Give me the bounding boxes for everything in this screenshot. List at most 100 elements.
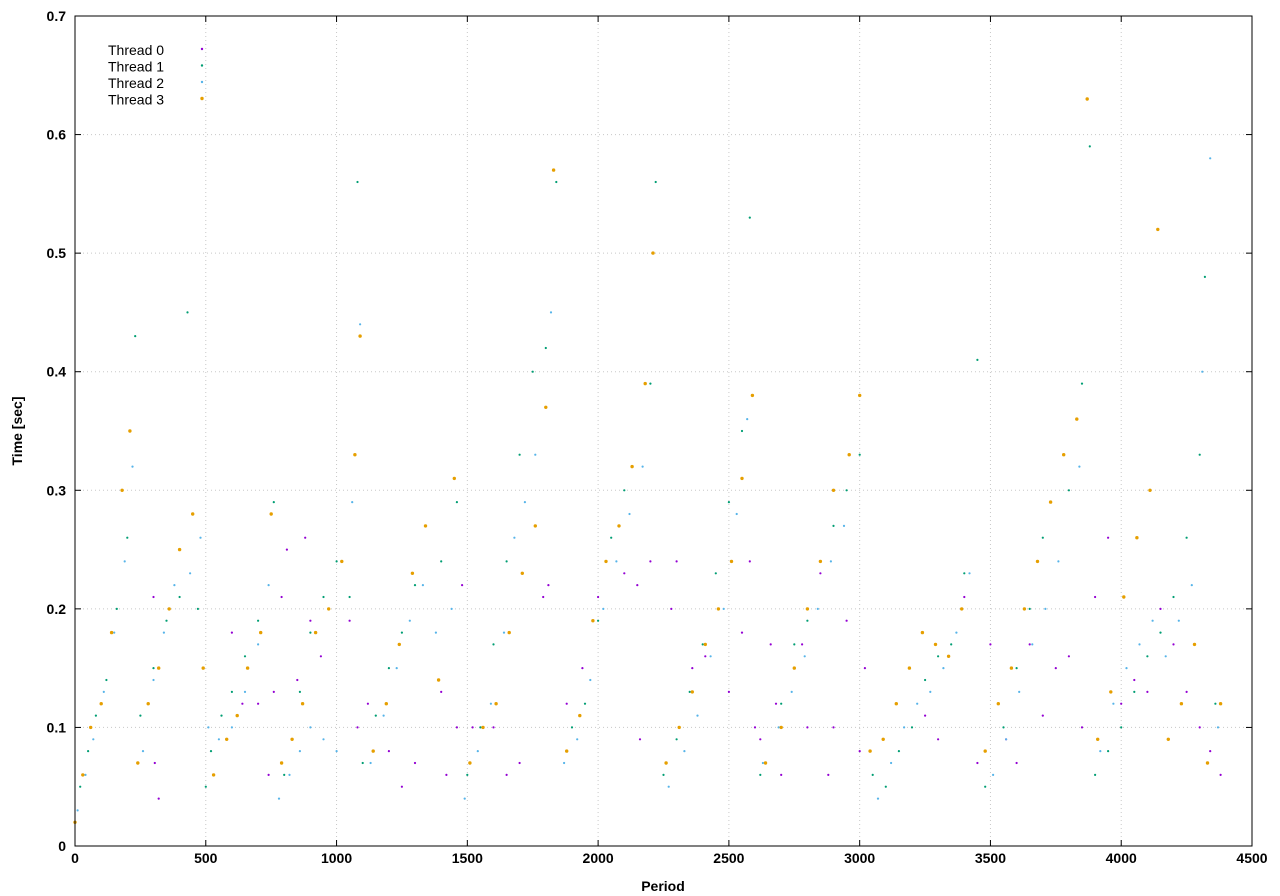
point-thread-2 [162,631,165,634]
point-thread-1 [272,501,275,504]
point-thread-2 [369,761,372,765]
point-thread-2 [746,418,749,421]
point-thread-1 [531,370,534,373]
point-thread-1 [937,655,940,658]
point-thread-3 [1205,761,1210,765]
point-thread-1 [688,690,691,694]
point-thread-3 [279,761,284,765]
point-thread-2 [84,773,87,777]
point-thread-3 [81,773,85,777]
point-thread-2 [230,726,233,729]
point-thread-2 [735,512,738,516]
point-thread-1 [1028,607,1031,611]
point-thread-0 [924,714,927,717]
point-thread-0 [319,655,322,658]
point-thread-3 [1085,97,1089,101]
point-thread-3 [881,737,885,741]
point-thread-0 [1219,773,1222,777]
point-thread-3 [1218,702,1223,706]
point-thread-2 [131,465,134,468]
point-thread-1 [505,560,508,563]
point-thread-2 [992,773,995,777]
point-thread-3 [750,393,755,398]
point-thread-0 [623,572,626,575]
point-thread-3 [1096,737,1100,741]
y-axis-title: Time [sec] [9,397,25,466]
point-thread-2 [298,750,301,753]
point-thread-1 [897,750,901,753]
point-thread-2 [513,536,516,539]
point-thread-2 [1138,643,1141,646]
point-thread-2 [476,750,479,753]
point-thread-1 [139,714,142,717]
point-thread-3 [520,571,524,575]
point-thread-2 [929,690,932,694]
point-thread-0 [649,560,652,563]
point-thread-2 [257,643,260,646]
point-thread-1 [87,750,90,753]
point-thread-0 [565,702,568,705]
point-thread-3 [1166,737,1171,741]
point-thread-2 [351,501,354,504]
point-thread-1 [126,536,129,539]
point-thread-3 [604,559,608,564]
point-thread-2 [335,750,338,753]
point-thread-3 [177,547,182,552]
point-thread-1 [984,785,987,788]
point-thread-1 [924,678,927,682]
point-thread-1 [845,489,848,492]
point-thread-1 [186,311,189,314]
point-thread-0 [1054,667,1057,670]
point-thread-2 [1201,370,1204,373]
point-thread-2 [1190,584,1193,587]
point-thread-2 [359,323,362,326]
point-thread-1 [518,453,521,456]
point-thread-1 [440,560,443,563]
point-thread-0 [675,560,678,563]
point-thread-2 [1125,667,1128,670]
legend-marker [200,47,204,51]
point-thread-2 [450,607,453,611]
point-thread-1 [759,773,762,777]
legend-marker [200,96,204,101]
point-thread-0 [309,619,312,622]
y-tick-label: 0.1 [47,719,67,735]
point-thread-1 [597,619,600,622]
point-thread-0 [976,761,979,765]
point-thread-3 [1156,227,1160,232]
point-thread-3 [544,405,548,409]
point-thread-1 [348,595,351,599]
legend-label: Thread 1 [108,59,164,75]
point-thread-3 [805,607,810,611]
y-tick-label: 0.7 [47,8,67,24]
point-thread-0 [518,761,521,765]
point-thread-1 [976,358,979,361]
point-thread-2 [641,465,644,468]
y-tick-label: 0 [58,838,66,854]
point-thread-3 [1109,690,1113,694]
point-thread-1 [374,714,377,717]
point-thread-0 [267,773,270,777]
point-thread-1 [105,678,108,682]
point-thread-1 [1185,536,1188,539]
point-thread-2 [141,750,145,753]
point-thread-3 [384,702,388,706]
point-thread-3 [847,453,851,457]
x-tick-label: 4500 [1236,850,1267,866]
legend-marker [200,80,204,84]
point-thread-2 [502,631,506,634]
point-thread-1 [570,726,574,729]
point-thread-1 [466,773,469,777]
point-thread-0 [157,797,160,800]
point-thread-0 [230,631,233,634]
point-thread-0 [638,738,642,741]
point-thread-1 [152,667,155,670]
point-thread-2 [1177,619,1180,622]
point-thread-1 [479,726,482,729]
point-thread-2 [628,512,631,516]
point-thread-3 [868,749,872,753]
point-thread-3 [578,713,582,718]
point-thread-2 [1151,619,1154,622]
point-thread-2 [434,631,437,634]
point-thread-0 [863,667,867,670]
